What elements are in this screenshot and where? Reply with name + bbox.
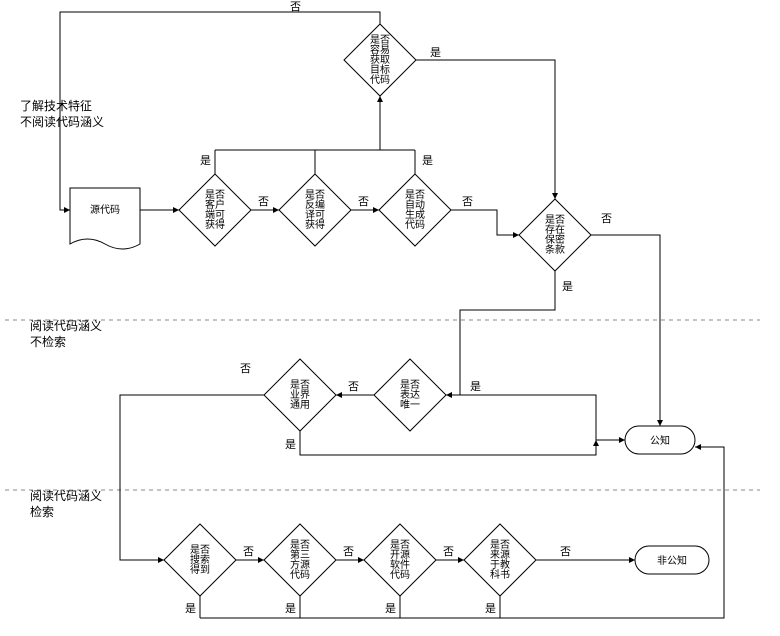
svg-text:通用: 通用 bbox=[290, 399, 310, 411]
svg-text:公知: 公知 bbox=[650, 434, 670, 447]
node-d_secret: 是否存在保密条款 bbox=[519, 199, 591, 271]
edge-label-auto-no: 否 bbox=[462, 196, 473, 208]
svg-text:阅读代码涵义: 阅读代码涵义 bbox=[30, 489, 102, 503]
node-d_third: 是否第三方源代码 bbox=[264, 524, 336, 596]
svg-text:获得: 获得 bbox=[305, 219, 325, 231]
edge-secret-no bbox=[591, 235, 660, 426]
edge-row3-bus bbox=[200, 447, 724, 618]
node-d_search: 是否搜索得到 bbox=[164, 524, 236, 596]
svg-text:代码: 代码 bbox=[290, 569, 310, 581]
edge-label-common-no: 否 bbox=[240, 363, 251, 375]
svg-text:得到: 得到 bbox=[190, 564, 210, 576]
edge-label-common-yes: 是 bbox=[285, 438, 296, 451]
node-d_target: 是否容易获取目标代码 bbox=[344, 24, 416, 96]
section-label-s3: 阅读代码涵义检索 bbox=[30, 489, 102, 519]
section-label-s1: 了解技术特征不阅读代码涵义 bbox=[20, 98, 104, 129]
edge-secret-yes bbox=[446, 271, 555, 395]
edge-label-secret-yes: 是 bbox=[562, 280, 573, 293]
edge-label-target-no: 否 bbox=[290, 1, 301, 13]
node-d_open: 是否开源软件代码 bbox=[364, 524, 436, 596]
edge-auto-no bbox=[451, 210, 519, 235]
edge-label-client-up: 是 bbox=[200, 154, 211, 167]
edge-label-decomp-auto: 否 bbox=[358, 196, 369, 208]
svg-text:阅读代码涵义: 阅读代码涵义 bbox=[30, 319, 102, 333]
node-d_client: 是否客户端可获得 bbox=[179, 174, 251, 246]
node-t_nonpublic: 非公知 bbox=[635, 546, 709, 574]
svg-text:代码: 代码 bbox=[405, 219, 425, 231]
node-d_decomp: 是否反编译可获得 bbox=[279, 174, 351, 246]
node-t_public: 公知 bbox=[625, 426, 695, 454]
svg-text:源代码: 源代码 bbox=[90, 203, 120, 216]
svg-text:代码: 代码 bbox=[390, 569, 410, 581]
edge-label-unique-yes: 是 bbox=[470, 380, 481, 393]
svg-text:不检索: 不检索 bbox=[30, 334, 66, 349]
svg-text:代码: 代码 bbox=[370, 74, 390, 86]
node-d_common: 是否业界通用 bbox=[264, 359, 336, 431]
edge-common-yes bbox=[300, 431, 596, 455]
edge-label-book-nonpub: 否 bbox=[560, 546, 571, 558]
edge-label-third-yes: 是 bbox=[285, 602, 296, 615]
node-d_book: 是否来源于教科书 bbox=[464, 524, 536, 596]
svg-text:获得: 获得 bbox=[205, 219, 225, 231]
node-d_auto: 是否自动生成代码 bbox=[379, 174, 451, 246]
edge-label-secret-no: 否 bbox=[601, 213, 612, 225]
node-source: 源代码 bbox=[70, 188, 140, 249]
edge-label-client-decomp: 否 bbox=[258, 196, 269, 208]
section-label-s2: 阅读代码涵义不检索 bbox=[30, 319, 102, 349]
edge-label-unique-no: 否 bbox=[348, 381, 359, 393]
edge-label-open-yes: 是 bbox=[385, 602, 396, 615]
edge-label-auto-up: 是 bbox=[422, 154, 433, 167]
svg-text:唯一: 唯一 bbox=[400, 399, 420, 411]
svg-text:检索: 检索 bbox=[30, 504, 54, 519]
svg-text:不阅读代码涵义: 不阅读代码涵义 bbox=[20, 115, 104, 129]
edge-label-search-third: 否 bbox=[243, 546, 254, 558]
edge-label-book-yes: 是 bbox=[485, 602, 496, 615]
svg-text:科书: 科书 bbox=[490, 568, 510, 581]
edge-label-third-open: 否 bbox=[343, 546, 354, 558]
edge-unique-yes bbox=[446, 395, 625, 440]
svg-text:了解技术特征: 了解技术特征 bbox=[20, 98, 92, 113]
edge-label-target-yes: 是 bbox=[430, 46, 441, 59]
edge-label-open-book: 否 bbox=[443, 546, 454, 558]
svg-text:非公知: 非公知 bbox=[657, 554, 687, 567]
edge-target-yes bbox=[416, 60, 555, 199]
svg-text:条款: 条款 bbox=[545, 243, 565, 256]
node-d_unique: 是否表达唯一 bbox=[374, 359, 446, 431]
edge-label-search-yes: 是 bbox=[185, 602, 196, 615]
